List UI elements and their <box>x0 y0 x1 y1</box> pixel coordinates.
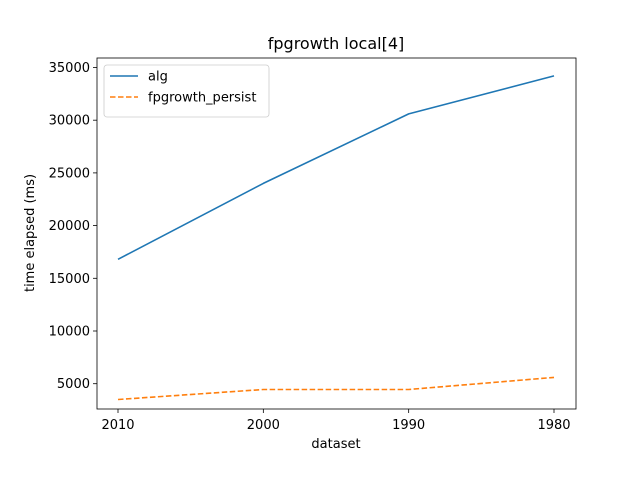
y-tick-label-1: 10000 <box>49 325 90 340</box>
series-line-0 <box>117 75 555 261</box>
y-axis-label: time elapsed (ms) <box>23 174 38 292</box>
y-tick-label-4: 25000 <box>49 166 90 181</box>
y-tick-label-5: 30000 <box>49 114 90 129</box>
plot-area: 5000 10000 15000 20000 25000 30000 35000 2010 20… <box>49 57 577 433</box>
chart-title: fpgrowth local[4] <box>268 34 405 53</box>
y-tick-label-0: 5000 <box>57 377 90 392</box>
x-tick-label-2: 1990 <box>392 418 425 433</box>
legend-box <box>103 64 270 118</box>
x-axis-label: dataset <box>311 437 360 452</box>
axes-frame <box>96 57 577 410</box>
y-tick-label-2: 15000 <box>49 272 90 287</box>
y-tick-label-3: 20000 <box>49 219 90 234</box>
x-tick-label-0: 2010 <box>101 418 134 433</box>
x-tick-label-1: 2000 <box>247 418 280 433</box>
x-tick-label-3: 1980 <box>537 418 570 433</box>
legend-label-1: fpgrowth_persist <box>148 91 256 106</box>
y-tick-label-6: 35000 <box>49 61 90 76</box>
legend-label-0: alg <box>148 70 168 85</box>
series-line-1 <box>117 376 555 401</box>
